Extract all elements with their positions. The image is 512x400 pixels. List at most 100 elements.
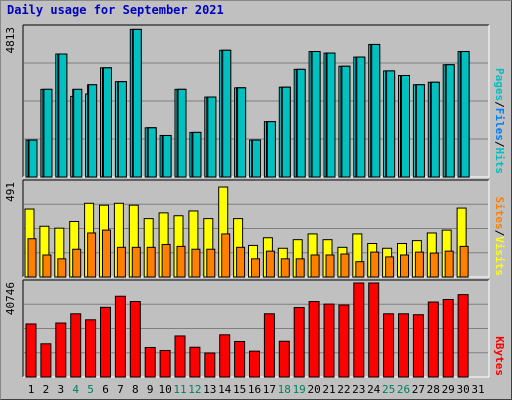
- x-tick-label-day-1: 1: [28, 383, 35, 396]
- x-tick-label-day-14: 14: [218, 383, 232, 396]
- bar-pages-day-19: [296, 68, 306, 178]
- x-tick-label-day-15: 15: [233, 383, 246, 396]
- bar-pages-day-28: [430, 81, 440, 178]
- bar-sites-day-17: [265, 250, 275, 278]
- bar-kbytes-day-22: [338, 304, 350, 378]
- bar-kbytes-day-15: [234, 340, 246, 378]
- bar-pages-day-24: [371, 43, 381, 178]
- bar-sites-day-16: [251, 258, 260, 278]
- bar-kbytes-day-6: [100, 306, 111, 378]
- bar-kbytes-day-3: [55, 322, 67, 378]
- bar-pages-day-23: [356, 56, 366, 178]
- legend-separator: /: [493, 230, 506, 237]
- bar-pages-day-20: [311, 51, 321, 178]
- bar-kbytes-day-23: [353, 282, 365, 378]
- bar-sites-day-18: [280, 258, 290, 278]
- bar-pages-day-11: [177, 88, 187, 178]
- bar-pages-day-27: [415, 84, 425, 178]
- bar-kbytes-day-10: [159, 349, 171, 378]
- bar-sites-day-15: [236, 246, 246, 278]
- bar-kbytes-day-24: [368, 282, 380, 378]
- bar-sites-day-22: [340, 253, 350, 278]
- x-tick-label-day-9: 9: [147, 383, 154, 396]
- bar-pages-day-8: [132, 28, 142, 178]
- legend-sites: Sites: [493, 197, 506, 230]
- x-tick-label-day-26: 26: [397, 383, 410, 396]
- bar-kbytes-day-9: [144, 346, 156, 378]
- bar-kbytes-day-21: [323, 303, 335, 378]
- x-tick-label-day-5: 5: [87, 383, 94, 396]
- x-tick-label-day-22: 22: [337, 383, 350, 396]
- bar-kbytes-day-1: [25, 323, 37, 378]
- bar-sites-day-10: [161, 243, 171, 278]
- x-tick-label-day-2: 2: [43, 383, 50, 396]
- bar-sites-day-6: [102, 229, 111, 278]
- bar-sites-day-20: [310, 254, 320, 278]
- y-max-label: 40746: [4, 282, 17, 315]
- bar-kbytes-day-16: [249, 350, 260, 378]
- bar-pages-day-17: [266, 121, 276, 178]
- x-tick-label-day-28: 28: [427, 383, 440, 396]
- legend: Pages/Files/Hits: [493, 68, 506, 174]
- bar-kbytes-day-11: [174, 335, 186, 378]
- x-tick-label-day-7: 7: [117, 383, 124, 396]
- x-tick-label-day-30: 30: [456, 383, 469, 396]
- bar-kbytes-day-19: [293, 307, 305, 378]
- bar-pages-day-30: [460, 51, 470, 178]
- bar-sites-day-27: [414, 251, 424, 278]
- bar-pages-day-6: [103, 67, 112, 178]
- bar-sites-day-12: [191, 248, 201, 278]
- bar-kbytes-day-7: [114, 295, 126, 378]
- bar-kbytes-day-5: [85, 319, 97, 378]
- bar-sites-day-14: [221, 233, 231, 278]
- bar-kbytes-day-2: [40, 343, 52, 378]
- x-tick-label-day-17: 17: [263, 383, 276, 396]
- bar-kbytes-day-17: [263, 313, 275, 378]
- bar-sites-day-7: [116, 246, 126, 278]
- x-tick-label-day-20: 20: [307, 383, 320, 396]
- x-tick-label-day-6: 6: [102, 383, 109, 396]
- x-tick-label-day-11: 11: [173, 383, 186, 396]
- bar-pages-day-29: [445, 64, 455, 178]
- x-tick-label-day-13: 13: [203, 383, 216, 396]
- bar-kbytes-day-30: [457, 294, 469, 378]
- bar-pages-day-21: [326, 52, 336, 178]
- bar-sites-day-26: [400, 254, 409, 278]
- bar-sites-day-13: [206, 248, 216, 278]
- bar-pages-day-15: [237, 87, 247, 178]
- bar-sites-day-8: [131, 246, 141, 278]
- x-tick-label-day-29: 29: [442, 383, 455, 396]
- bar-sites-day-30: [459, 245, 469, 278]
- bar-kbytes-day-26: [398, 313, 409, 378]
- x-tick-label-day-16: 16: [248, 383, 261, 396]
- bar-sites-day-1: [27, 238, 37, 278]
- x-tick-label-day-24: 24: [367, 383, 381, 396]
- bar-sites-day-25: [385, 256, 395, 278]
- bar-pages-day-12: [192, 131, 202, 178]
- bar-sites-day-5: [87, 232, 97, 278]
- x-tick-label-day-18: 18: [278, 383, 291, 396]
- legend-files: Files: [493, 108, 506, 141]
- bar-pages-day-1: [28, 139, 38, 178]
- bar-sites-day-19: [295, 258, 305, 278]
- x-tick-label-day-25: 25: [382, 383, 395, 396]
- chart-title: Daily usage for September 2021: [7, 3, 224, 17]
- bar-pages-day-22: [341, 65, 351, 178]
- x-tick-label-day-4: 4: [72, 383, 79, 396]
- bar-pages-day-13: [207, 96, 217, 178]
- bar-sites-day-29: [444, 250, 454, 278]
- bar-pages-day-5: [88, 84, 98, 178]
- bar-sites-day-21: [325, 254, 335, 278]
- x-tick-label-day-21: 21: [322, 383, 335, 396]
- bar-pages-day-18: [281, 86, 291, 178]
- x-tick-label-day-10: 10: [158, 383, 171, 396]
- bar-kbytes-day-14: [219, 334, 231, 378]
- bar-kbytes-day-25: [383, 313, 395, 378]
- bar-pages-day-14: [222, 49, 232, 178]
- bar-sites-day-24: [370, 251, 380, 278]
- bar-pages-day-26: [401, 75, 410, 178]
- bar-pages-day-3: [58, 53, 68, 178]
- bar-sites-day-3: [57, 258, 67, 278]
- legend-separator: /: [493, 101, 506, 108]
